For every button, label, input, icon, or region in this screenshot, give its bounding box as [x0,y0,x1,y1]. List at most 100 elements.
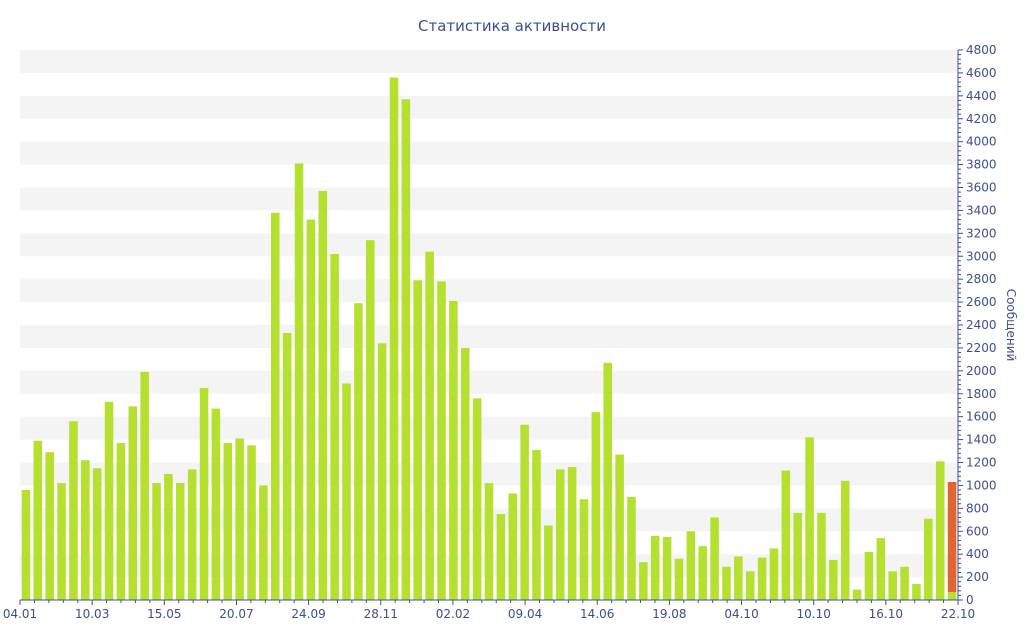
grid-band [20,416,958,440]
bar [128,406,138,600]
bar [662,536,672,600]
bar [532,449,541,600]
y-tick-label: 3600 [966,181,997,195]
bar [686,531,696,600]
grid-bands [20,50,958,578]
bar [603,362,613,600]
y-axis-ticks: 0 200 400 600 800 1000 1200 1400 1600 1800 2000 220… [958,43,997,607]
y-tick-label: 1400 [966,433,997,447]
y-tick-label: 0 [966,593,974,607]
y-tick-label: 400 [966,547,989,561]
bar [555,469,565,601]
bar [567,467,577,600]
bar [769,548,779,600]
bar [484,483,494,601]
bar [330,253,339,600]
bar [472,398,482,600]
grid-band [20,370,958,394]
grid-band [20,187,958,211]
bar [460,347,470,600]
x-tick-label: 10.03 [75,607,109,621]
bar [176,483,185,601]
chart-title: Статистика активности [418,17,606,35]
x-tick-label: 28.11 [364,607,398,621]
bar-highlight [947,481,957,592]
y-tick-label: 3800 [966,158,997,172]
y-tick-label: 1200 [966,456,997,470]
bar [413,280,423,600]
bar [757,557,767,600]
bar [852,589,862,600]
bar [104,401,114,600]
bar [615,454,624,600]
grid-band [20,50,958,73]
bar [650,535,660,600]
bar [840,480,850,600]
bar [876,538,886,601]
bar [900,566,909,600]
x-axis-ticks: 04.01 10.03 15.05 20.07 24.09 28.11 02.02 09.04… [3,600,975,621]
bar [579,499,589,600]
bar [639,562,648,600]
bar [45,452,54,600]
y-tick-label: 2200 [966,341,997,355]
x-tick-label: 10.10 [797,607,831,621]
bar [425,251,434,601]
bar [223,443,233,600]
y-tick-label: 1800 [966,387,997,401]
bar [912,583,921,600]
bar [164,473,173,600]
bar [92,468,102,600]
x-tick-label: 20.07 [219,607,253,621]
bar [888,571,897,600]
y-tick-label: 3200 [966,226,997,240]
bar [389,77,399,600]
bar [437,281,446,600]
x-tick-label: 22.10 [941,607,975,621]
grid-band [20,95,958,119]
y-tick-label: 600 [966,524,989,538]
bar [187,469,197,601]
bar [318,190,328,600]
y-tick-label: 1600 [966,410,997,424]
bar [247,445,256,600]
bar [793,512,802,600]
y-tick-label: 2800 [966,272,997,286]
bar [401,99,411,601]
x-tick-label: 14.06 [580,607,614,621]
grid-band [20,141,958,165]
bar [69,421,78,600]
bar [627,496,636,601]
bar [271,212,280,600]
x-tick-label: 24.09 [291,607,325,621]
y-tick-label: 2600 [966,295,997,309]
bar [781,470,791,600]
y-tick-label: 4800 [966,43,997,57]
bar [365,240,375,600]
bar [734,556,743,600]
bar [805,437,814,600]
bar [449,300,458,600]
x-tick-label: 04.01 [3,607,37,621]
bar [947,591,957,600]
x-tick-label: 16.10 [869,607,903,621]
bar [591,412,601,600]
bar [354,303,363,600]
bar [211,408,221,600]
x-tick-label: 19.08 [652,607,686,621]
y-tick-label: 4600 [966,66,997,80]
y-tick-label: 1000 [966,478,997,492]
bar [116,443,126,600]
bar [935,461,945,600]
y-tick-label: 4400 [966,89,997,103]
y-tick-label: 200 [966,570,989,584]
bar [57,483,66,601]
y-tick-label: 2400 [966,318,997,332]
grid-band [20,279,958,303]
bar [520,424,529,600]
bar [544,525,553,600]
bar [710,517,719,600]
y-tick-label: 3400 [966,203,997,217]
